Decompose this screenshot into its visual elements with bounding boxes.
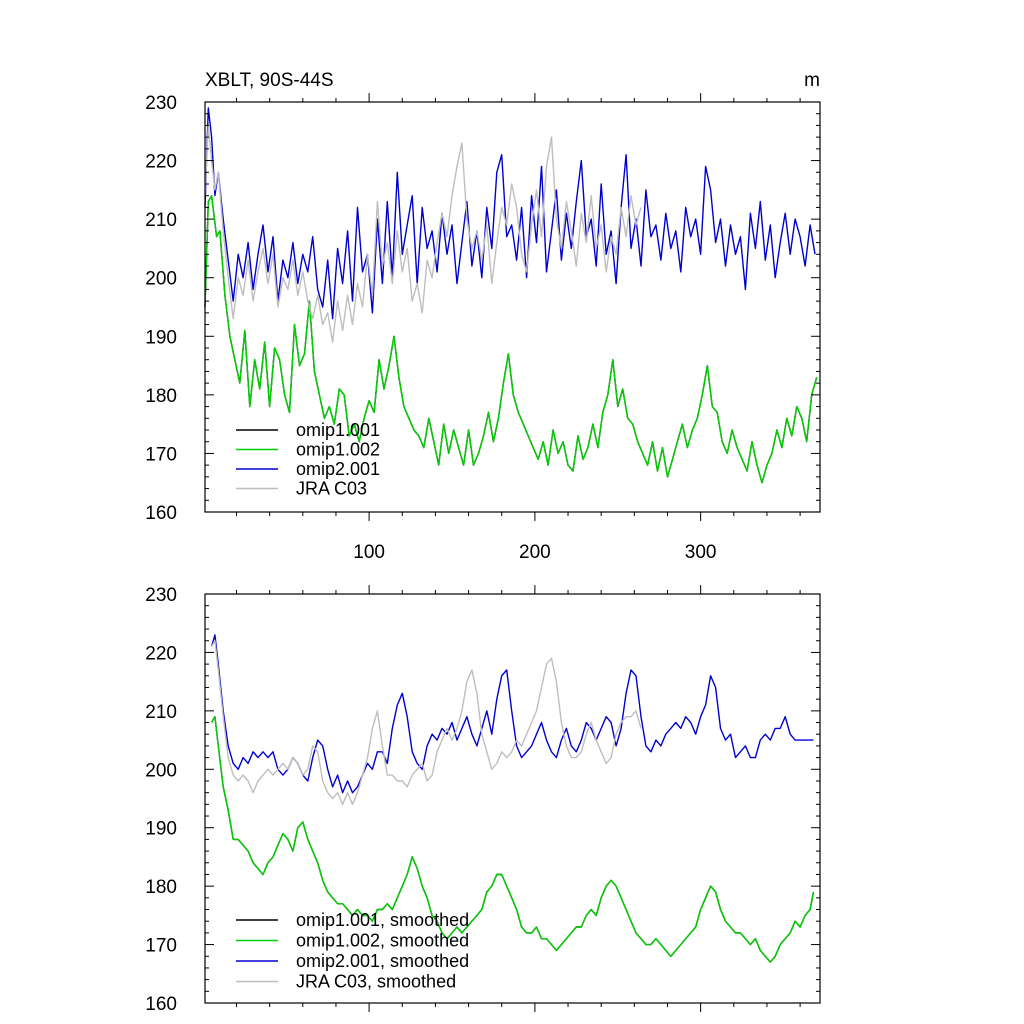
y-tick-label: 210 xyxy=(145,702,177,723)
series-line-2 xyxy=(210,716,815,963)
legend-label: JRA C03 xyxy=(296,479,367,499)
y-tick-label: 170 xyxy=(145,444,177,465)
legend-label: omip1.001, smoothed xyxy=(296,910,469,930)
legend-label: JRA C03, smoothed xyxy=(296,972,456,992)
series-line-4 xyxy=(210,640,642,805)
y-tick-label: 200 xyxy=(145,760,177,781)
y-tick-label: 210 xyxy=(145,210,177,231)
y-tick-label: 180 xyxy=(145,386,177,407)
legend-label: omip2.001, smoothed xyxy=(296,951,469,971)
y-tick-label: 180 xyxy=(145,877,177,898)
y-tick-label: 170 xyxy=(145,936,177,957)
top-panel: 160 170 180 190 200 210 220 230 100 200 300 omip1.0… xyxy=(145,93,821,563)
figure-title: XBLT, 90S-44S xyxy=(205,70,334,91)
legend-label: omip1.001 xyxy=(296,420,380,440)
series-line-3 xyxy=(210,634,814,794)
y-tick-label: 190 xyxy=(145,327,177,348)
bottom-panel: 160 170 180 190 200 210 220 230 omip1.001, smoot… xyxy=(145,585,821,1015)
x-tick-label: 300 xyxy=(685,542,717,563)
y-tick-label: 220 xyxy=(145,643,177,664)
series-line-4 xyxy=(204,124,642,343)
legend-label: omip1.002 xyxy=(296,440,380,460)
y-tick-label: 220 xyxy=(145,152,177,173)
legend-label: omip1.002, smoothed xyxy=(296,931,469,951)
series-line-3 xyxy=(204,107,816,320)
y-tick-label: 230 xyxy=(145,585,177,606)
units-label: m xyxy=(804,70,820,91)
x-tick-label: 100 xyxy=(353,542,385,563)
plot-frame xyxy=(204,593,821,1004)
y-tick-label: 190 xyxy=(145,819,177,840)
series-line-2 xyxy=(204,194,818,484)
y-tick-label: 230 xyxy=(145,93,177,114)
y-tick-label: 200 xyxy=(145,269,177,290)
x-tick-label: 200 xyxy=(519,542,551,563)
plot-frame xyxy=(204,101,821,513)
y-tick-label: 160 xyxy=(145,503,177,524)
legend-label: omip2.001 xyxy=(296,459,380,479)
y-tick-label: 160 xyxy=(145,994,177,1015)
